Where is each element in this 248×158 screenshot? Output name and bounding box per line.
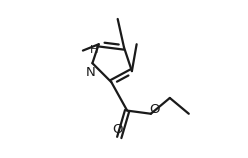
Text: N: N <box>86 66 96 79</box>
Text: O: O <box>150 103 160 116</box>
Text: O: O <box>112 123 123 136</box>
Text: H: H <box>90 45 98 55</box>
